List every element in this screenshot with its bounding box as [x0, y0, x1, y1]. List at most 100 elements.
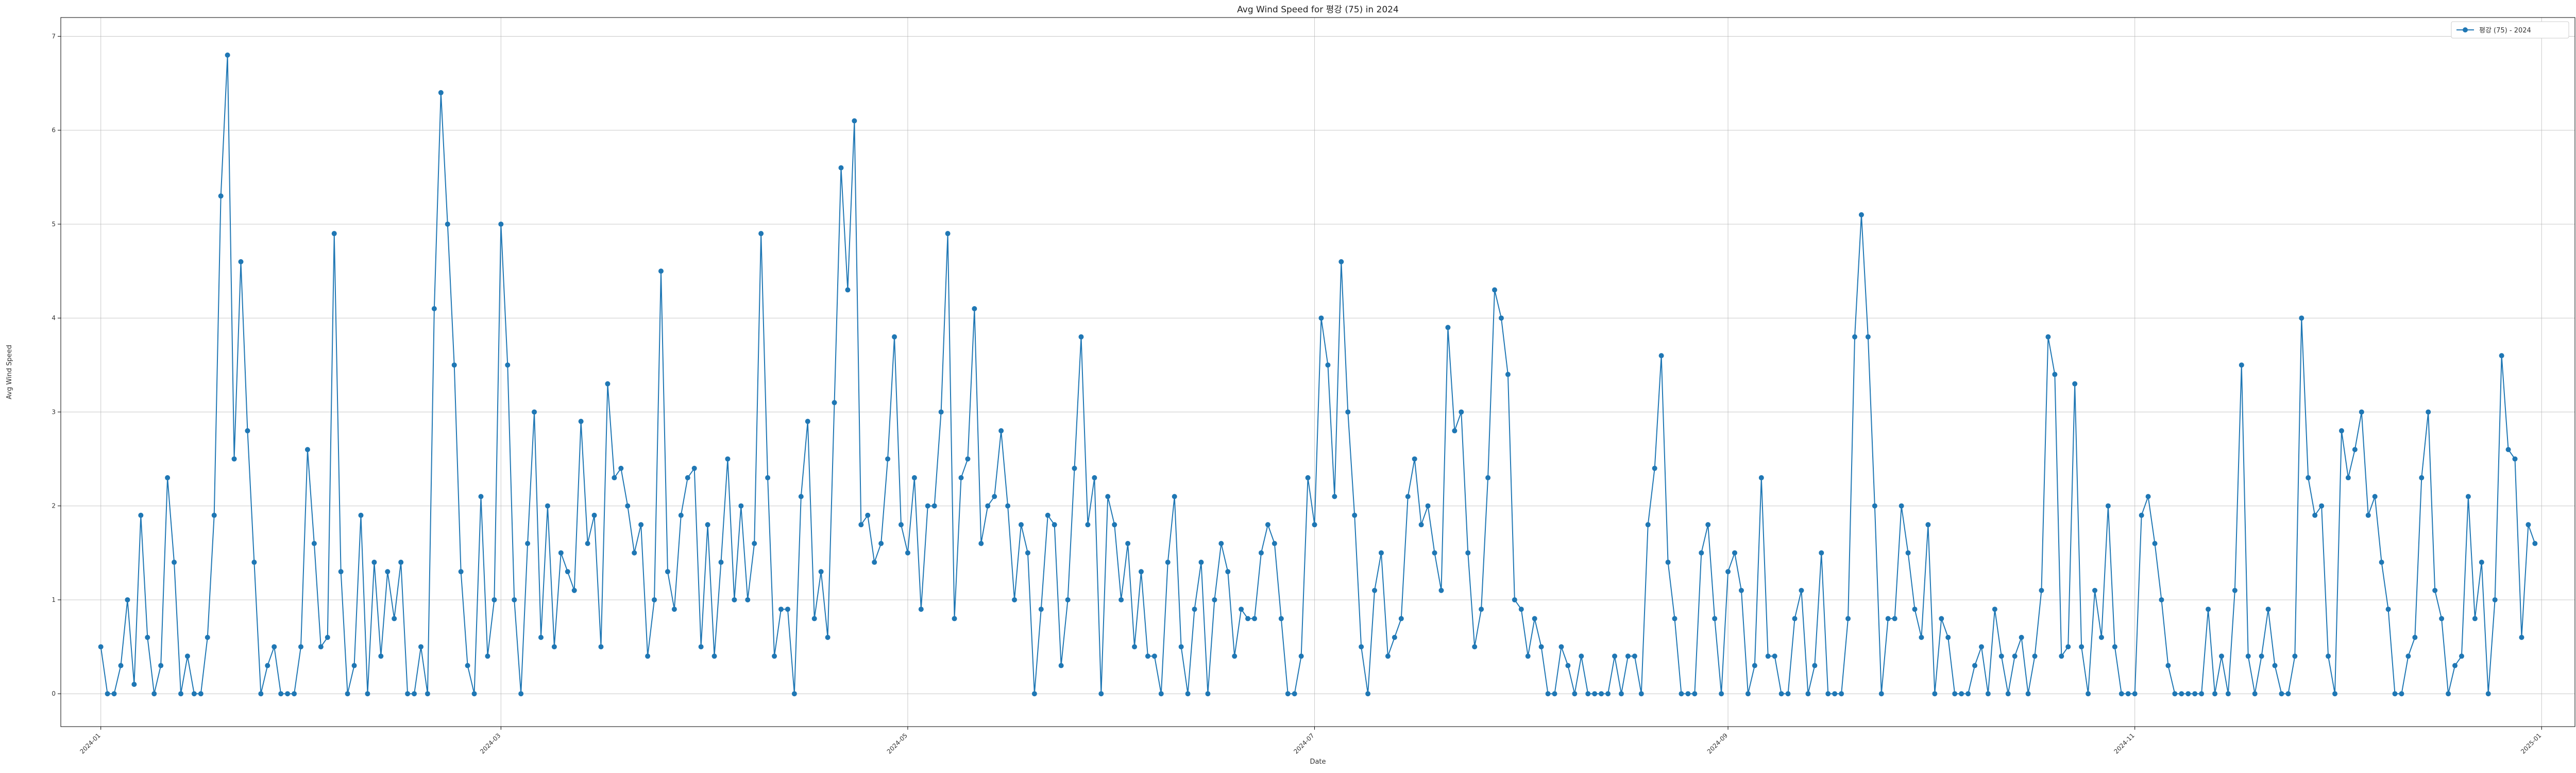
data-point	[1965, 691, 1971, 697]
data-point	[512, 597, 517, 602]
data-point	[1932, 691, 1938, 697]
data-point	[2399, 691, 2404, 697]
data-point	[478, 494, 484, 499]
data-point	[2092, 587, 2098, 593]
data-point	[578, 418, 584, 424]
data-point	[2326, 653, 2331, 659]
data-point	[238, 259, 244, 264]
data-point	[1158, 691, 1164, 697]
data-point	[1058, 663, 1064, 668]
data-point	[1905, 550, 1911, 556]
data-point	[1819, 550, 1824, 556]
data-point	[1652, 465, 1657, 471]
data-point	[172, 560, 177, 565]
data-point	[1892, 616, 1897, 621]
data-point	[2165, 663, 2171, 668]
data-point	[1258, 550, 1264, 556]
data-point	[758, 231, 764, 237]
data-point	[1132, 644, 1138, 650]
data-point	[2079, 644, 2084, 650]
data-point	[1925, 522, 1931, 528]
data-point	[1285, 691, 1291, 697]
data-point	[2299, 315, 2304, 321]
data-point	[378, 653, 384, 659]
data-point	[1972, 663, 1978, 668]
data-point	[1825, 691, 1831, 697]
data-point	[2206, 607, 2211, 612]
data-point	[2119, 691, 2124, 697]
data-point	[1839, 691, 1844, 697]
data-point	[1178, 644, 1184, 650]
y-axis-label: Avg Wind Speed	[6, 345, 13, 399]
data-point	[2086, 691, 2091, 697]
data-point	[718, 560, 724, 565]
data-point	[1452, 428, 1458, 433]
y-tick-label: 2	[52, 502, 56, 510]
data-point	[1205, 691, 1211, 697]
data-point	[2252, 691, 2258, 697]
data-point	[2259, 653, 2264, 659]
data-point	[2025, 691, 2031, 697]
data-point	[625, 503, 631, 509]
data-point	[1265, 522, 1270, 528]
data-point	[671, 607, 677, 612]
data-point	[1232, 653, 1238, 659]
data-point	[1605, 691, 1611, 697]
data-point	[1245, 616, 1251, 621]
data-point	[978, 541, 984, 546]
legend-marker-swatch	[2463, 27, 2468, 32]
data-point	[791, 691, 797, 697]
data-point	[1699, 550, 1704, 556]
data-point	[532, 409, 537, 415]
data-point	[445, 221, 450, 227]
data-point	[1332, 494, 1337, 499]
data-point	[1385, 653, 1391, 659]
data-point	[1572, 691, 1578, 697]
data-point	[892, 334, 897, 340]
y-tick-label: 0	[52, 690, 56, 697]
data-point	[451, 362, 457, 368]
data-point	[1025, 550, 1030, 556]
data-point	[1031, 691, 1037, 697]
data-point	[2412, 634, 2418, 640]
data-point	[2125, 691, 2131, 697]
data-point	[691, 465, 697, 471]
data-point	[818, 569, 824, 575]
data-point	[725, 456, 731, 462]
data-point	[1192, 607, 1197, 612]
data-point	[845, 287, 851, 293]
data-point	[145, 634, 150, 640]
data-point	[1359, 644, 1364, 650]
data-point	[165, 475, 171, 481]
data-point	[1098, 691, 1104, 697]
data-point	[711, 653, 717, 659]
data-point	[1445, 325, 1451, 330]
data-point	[205, 634, 210, 640]
data-point	[1252, 616, 1258, 621]
data-point	[952, 616, 957, 621]
data-point	[2385, 607, 2391, 612]
data-point	[2139, 512, 2144, 518]
data-point	[1045, 512, 1050, 518]
data-point	[2426, 409, 2431, 415]
data-point	[931, 503, 937, 509]
data-point	[1118, 597, 1124, 602]
data-point	[2526, 522, 2531, 528]
data-point	[225, 52, 230, 58]
data-point	[2499, 353, 2504, 359]
data-point	[2365, 512, 2371, 518]
data-point	[765, 475, 771, 481]
data-point	[811, 616, 817, 621]
data-point	[1752, 663, 1757, 668]
data-point	[605, 381, 611, 386]
data-point	[992, 494, 997, 499]
data-point	[1899, 503, 1904, 509]
data-point	[292, 691, 297, 697]
data-point	[1405, 494, 1411, 499]
data-point	[2272, 663, 2278, 668]
data-point	[1105, 494, 1111, 499]
y-tick-label: 6	[52, 127, 56, 134]
data-point	[652, 597, 657, 602]
data-point	[2392, 691, 2398, 697]
data-point	[1732, 550, 1738, 556]
